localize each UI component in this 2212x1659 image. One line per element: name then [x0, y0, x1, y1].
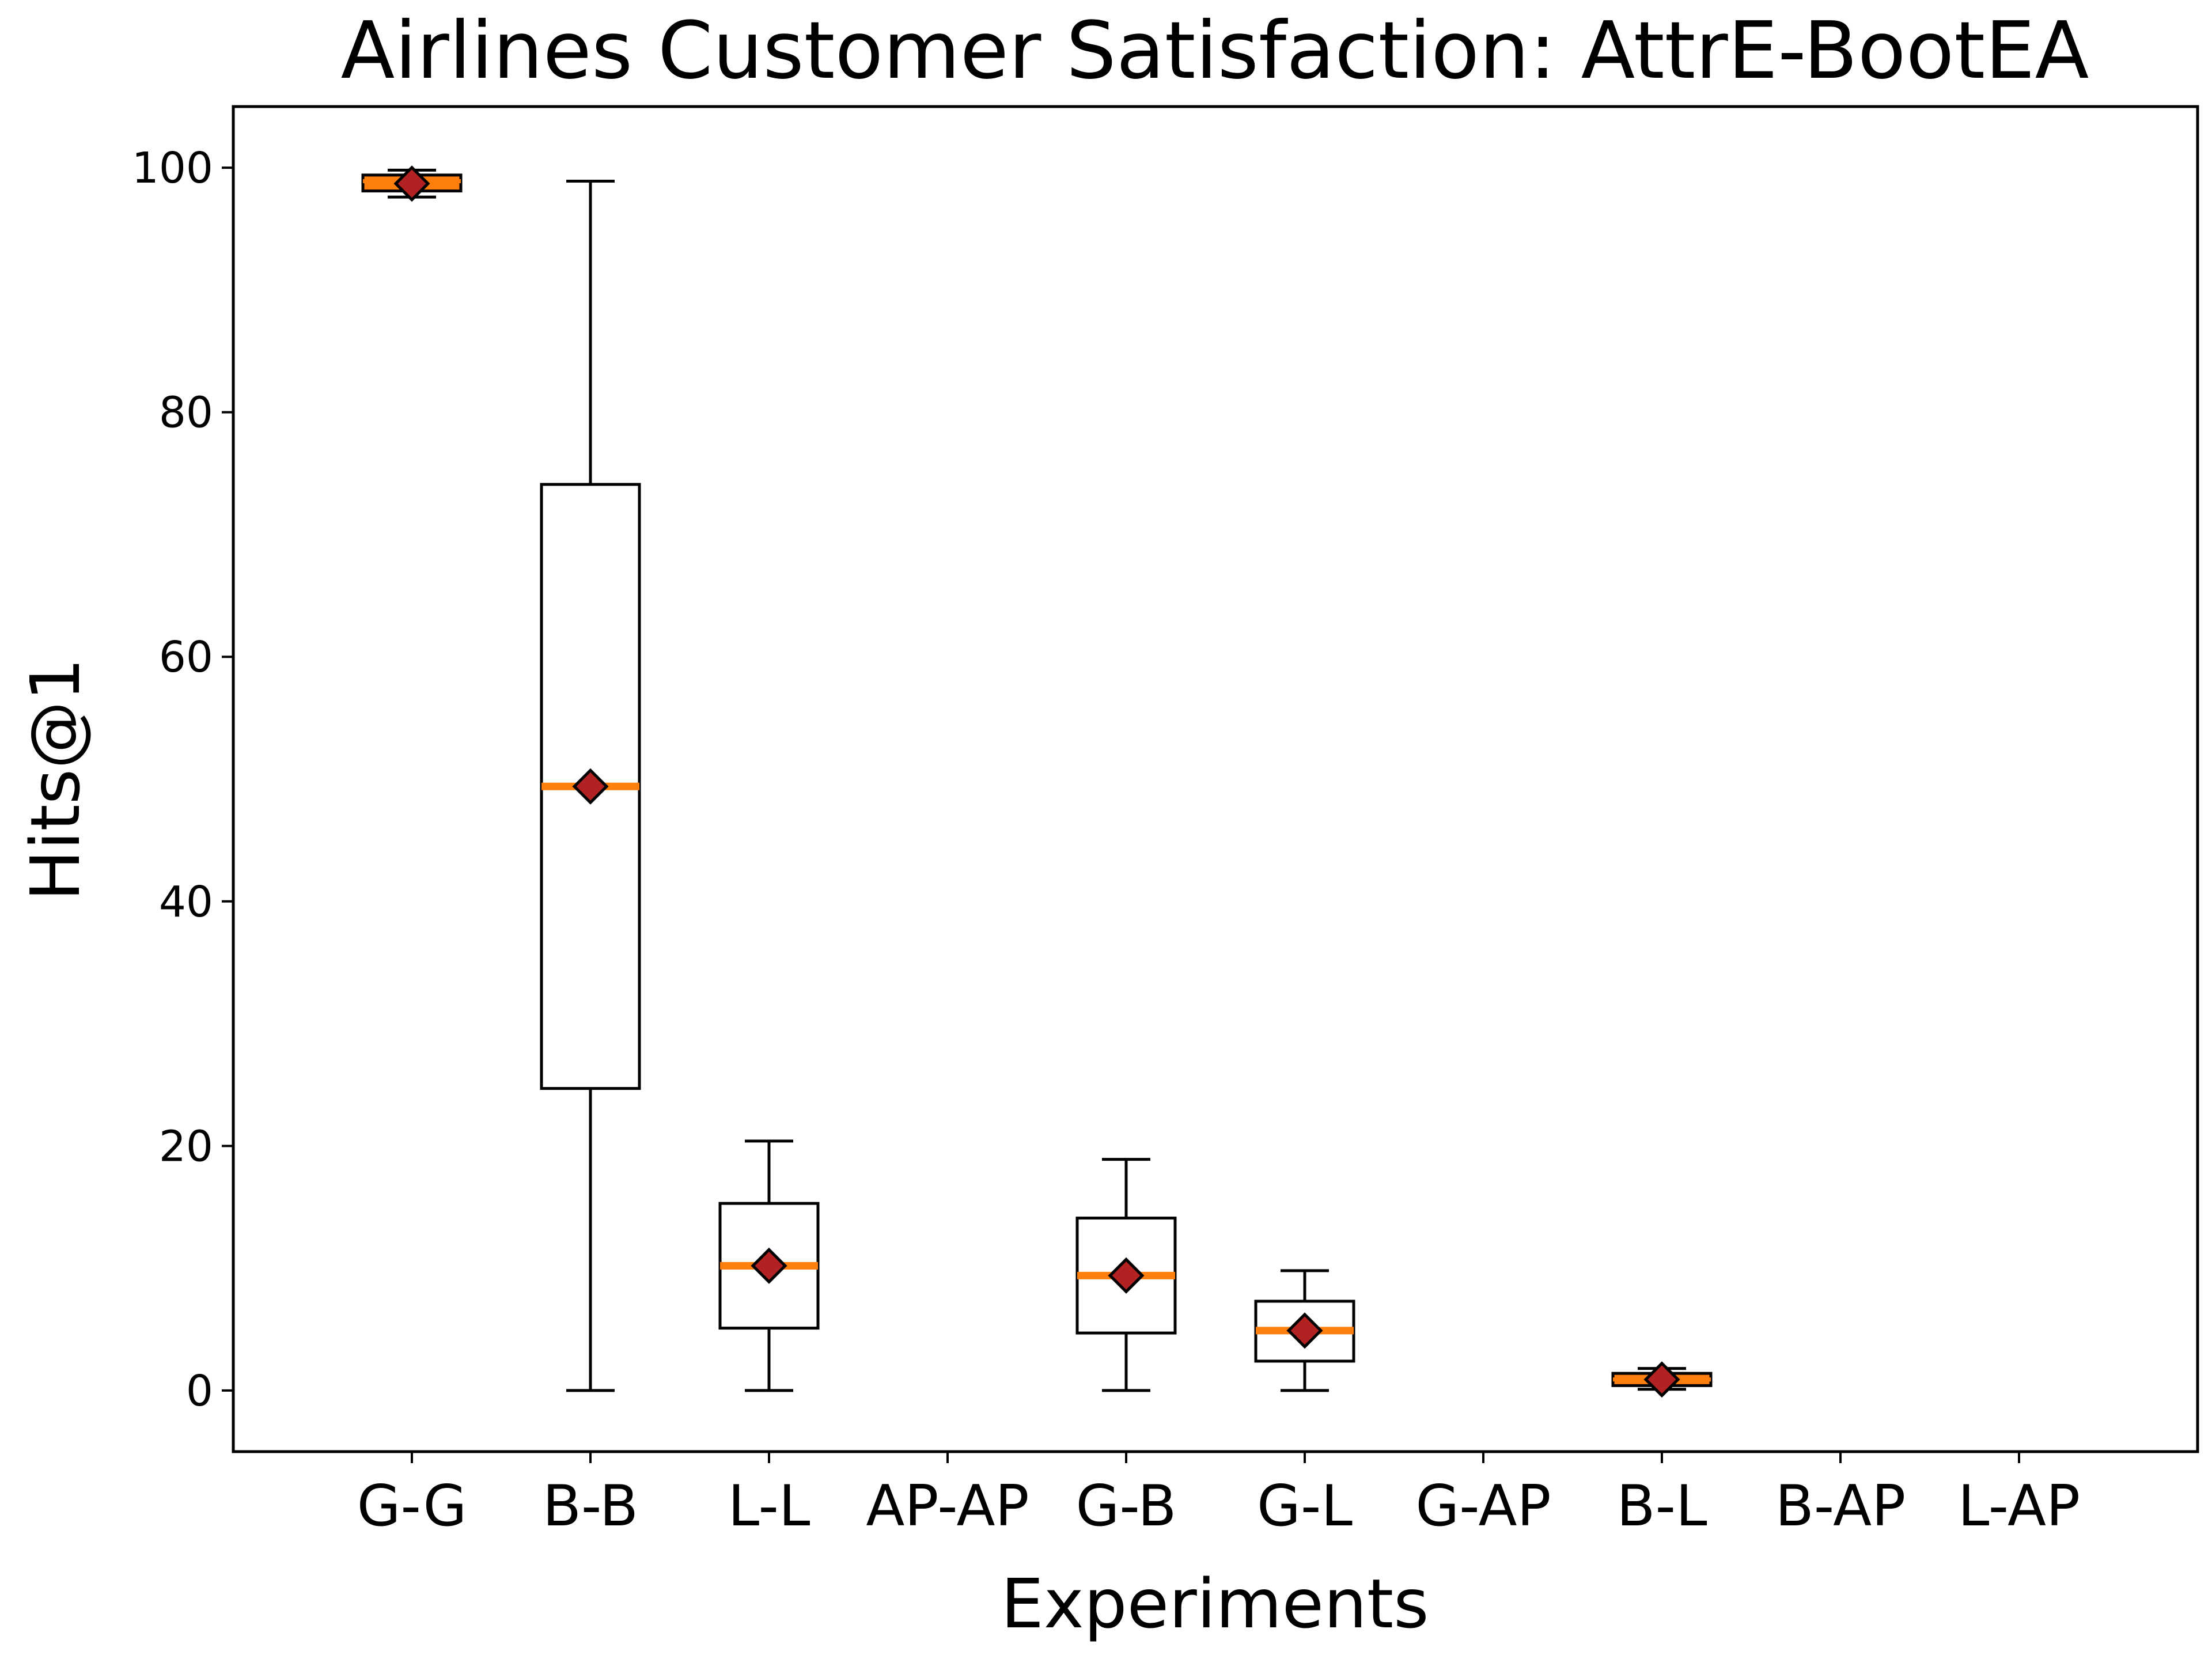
x-tick-label: B-B — [543, 1474, 638, 1539]
x-axis-ticks: G-G B-B L-L AP-AP G-B G-L G-AP B-L B-AP L-AP — [357, 1452, 2080, 1539]
x-tick-label: G-L — [1257, 1474, 1353, 1539]
mean-marker — [751, 1247, 787, 1284]
y-axis-ticks: 0 20 40 60 80 100 — [132, 143, 233, 1416]
y-tick-label: 60 — [159, 632, 213, 682]
mean-marker — [1643, 1361, 1680, 1398]
x-tick-label: L-AP — [1958, 1474, 2080, 1539]
mean-marker — [1108, 1257, 1145, 1294]
x-tick-label: B-L — [1616, 1474, 1707, 1539]
chart-title: Airlines Customer Satisfaction: AttrE-Bo… — [341, 5, 2089, 97]
box-series — [361, 165, 1713, 1398]
box-l-l — [718, 1139, 820, 1392]
x-axis-label: Experiments — [1001, 1564, 1429, 1643]
y-tick-label: 80 — [159, 388, 213, 438]
x-tick-label: AP-AP — [866, 1474, 1029, 1539]
y-tick-label: 100 — [132, 143, 213, 193]
box-g-b — [1075, 1158, 1177, 1392]
y-axis-label: Hits@1 — [16, 658, 95, 901]
x-tick-label: B-AP — [1775, 1474, 1906, 1539]
y-tick-label: 0 — [186, 1366, 213, 1416]
x-tick-label: G-G — [357, 1474, 467, 1539]
box-b-b — [540, 179, 641, 1392]
box-b-l — [1611, 1361, 1713, 1398]
box-g-g — [361, 165, 463, 202]
x-tick-label: G-B — [1075, 1474, 1176, 1539]
plot-frame — [232, 105, 2199, 1453]
mean-marker — [1286, 1312, 1323, 1349]
box-g-l — [1254, 1269, 1355, 1392]
x-tick-label: G-AP — [1415, 1474, 1551, 1539]
y-tick-label: 40 — [159, 877, 213, 927]
mean-marker — [572, 768, 609, 805]
mean-marker — [393, 165, 430, 202]
y-tick-label: 20 — [159, 1122, 213, 1171]
x-tick-label: L-L — [728, 1474, 810, 1539]
